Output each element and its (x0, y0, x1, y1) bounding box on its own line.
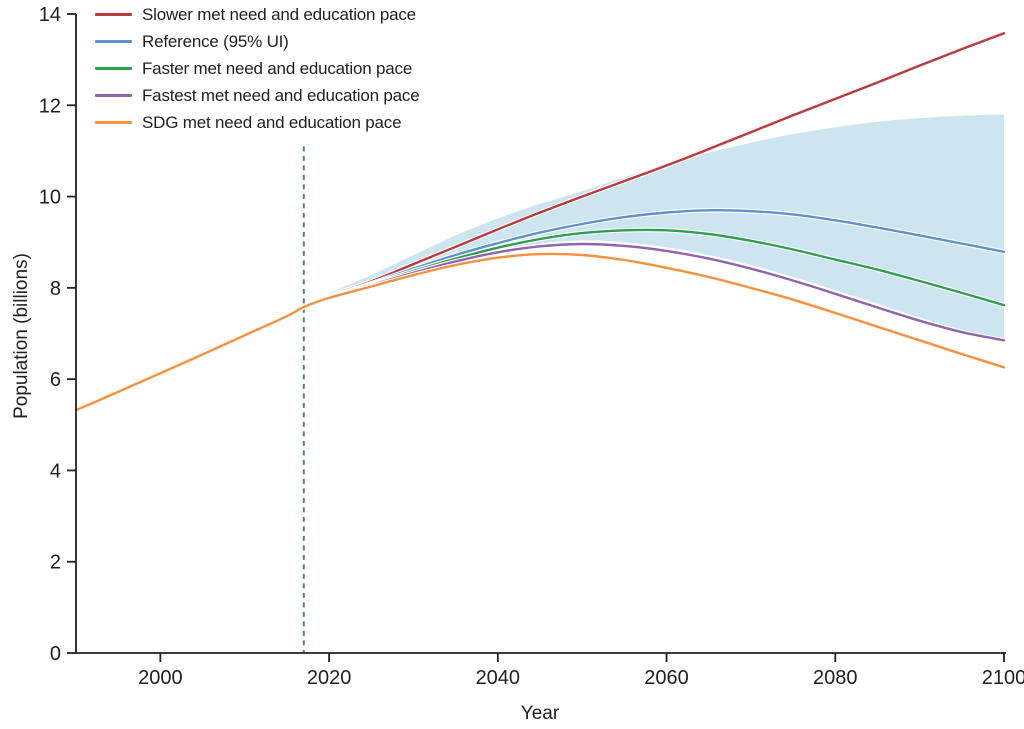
y-tick-label: 2 (50, 552, 61, 574)
legend-label: Reference (95% UI) (142, 32, 289, 51)
legend-swatch (95, 121, 132, 124)
legend-item: Faster met need and education pace (95, 55, 419, 82)
legend-label: Slower met need and education pace (142, 5, 416, 24)
legend-swatch (95, 40, 132, 43)
legend-item: Reference (95% UI) (95, 28, 419, 55)
y-axis-label: Population (billions) (11, 253, 32, 419)
x-tick-label: 2060 (644, 667, 689, 689)
y-tick-label: 0 (50, 643, 61, 665)
series-line-4 (74, 252, 1006, 412)
legend-swatch (95, 94, 132, 97)
legend-item: SDG met need and education pace (95, 109, 419, 136)
y-tick-label: 6 (50, 369, 61, 391)
legend: Slower met need and education pace Refere… (95, 1, 420, 136)
y-tick-label: 4 (50, 460, 61, 482)
x-tick-label: 2080 (813, 667, 858, 689)
x-tick-label: 2100 (982, 667, 1024, 689)
y-tick-label: 14 (39, 4, 61, 26)
legend-swatch (95, 67, 132, 70)
x-axis-label: Year (520, 703, 560, 724)
legend-label: Fastest met need and education pace (142, 86, 420, 105)
x-tick-label: 2000 (138, 667, 183, 689)
legend-label: SDG met need and education pace (142, 113, 402, 132)
y-tick-label: 12 (39, 95, 61, 117)
legend-label: Faster met need and education pace (142, 59, 413, 78)
legend-swatch (95, 13, 132, 16)
y-tick-label: 8 (50, 278, 61, 300)
x-tick-label: 2020 (307, 667, 352, 689)
legend-item: Fastest met need and education pace (95, 82, 420, 109)
y-tick-label: 10 (39, 187, 61, 209)
legend-item: Slower met need and education pace (95, 1, 419, 28)
x-tick-label: 2040 (476, 667, 521, 689)
